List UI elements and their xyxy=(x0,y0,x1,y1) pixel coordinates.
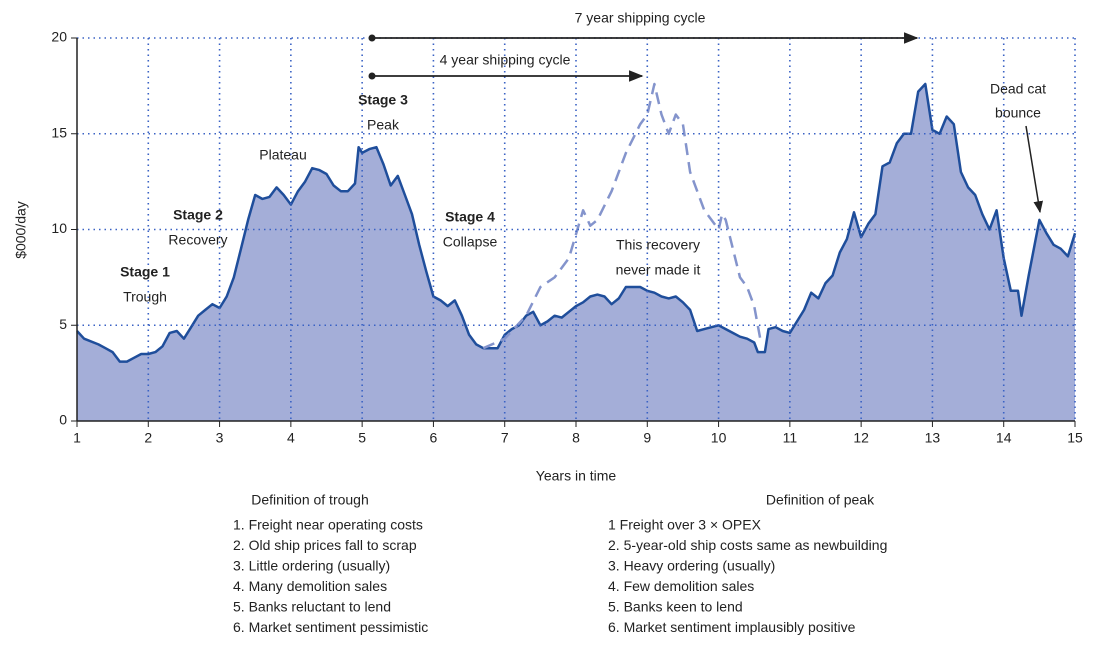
x-tick-label: 6 xyxy=(430,430,438,446)
definition-item: 3. Little ordering (usually) xyxy=(233,558,390,574)
annotation: Recovery xyxy=(168,232,227,248)
arrow-start xyxy=(368,72,376,80)
definition-item: 2. Old ship prices fall to scrap xyxy=(233,537,417,553)
annotation: Peak xyxy=(367,117,400,133)
definition-item: 5. Banks keen to lend xyxy=(608,599,743,615)
annotation: Stage 1 xyxy=(120,264,170,280)
annotation: 7 year shipping cycle xyxy=(575,10,706,26)
x-tick-label: 3 xyxy=(216,430,224,446)
definition-item: 3. Heavy ordering (usually) xyxy=(608,558,775,574)
x-tick-label: 13 xyxy=(925,430,941,446)
area-fill xyxy=(77,84,1075,421)
y-tick-label: 10 xyxy=(51,220,67,236)
arrow xyxy=(1025,125,1044,214)
annotation: Dead cat xyxy=(990,81,1046,97)
x-tick-label: 1 xyxy=(73,430,81,446)
y-tick-label: 5 xyxy=(59,316,67,332)
y-tick-label: 15 xyxy=(51,124,67,140)
x-tick-label: 2 xyxy=(144,430,152,446)
annotation: Stage 3 xyxy=(358,92,408,108)
annotation: bounce xyxy=(995,105,1041,121)
x-tick-label: 12 xyxy=(853,430,869,446)
line xyxy=(76,82,1077,363)
definition-item: 6. Market sentiment implausibly positive xyxy=(608,619,856,635)
arrow-start xyxy=(368,34,376,42)
x-tick-label: 10 xyxy=(711,430,727,446)
x-tick-label: 8 xyxy=(572,430,580,446)
definition-item: 1 Freight over 3 × OPEX xyxy=(608,517,762,533)
definition-item: 1. Freight near operating costs xyxy=(233,517,423,533)
definition-item: 6. Market sentiment pessimistic xyxy=(233,619,428,635)
x-axis-label: Years in time xyxy=(536,468,617,484)
x-tick-label: 11 xyxy=(783,430,798,446)
y-axis-label: $000/day xyxy=(13,201,29,259)
definition-item: 4. Many demolition sales xyxy=(233,578,387,594)
x-tick-label: 4 xyxy=(287,430,295,446)
annotation: Stage 2 xyxy=(173,207,223,223)
annotation: 4 year shipping cycle xyxy=(440,52,571,68)
x-tick-label: 14 xyxy=(996,430,1012,446)
y-tick-label: 0 xyxy=(59,412,67,428)
x-tick-label: 7 xyxy=(501,430,509,446)
annotation: Trough xyxy=(123,289,167,305)
x-tick-label: 5 xyxy=(358,430,366,446)
definition-item: 2. 5-year-old ship costs same as newbuil… xyxy=(608,537,887,553)
definition-title: Definition of peak xyxy=(766,492,875,508)
annotation: Stage 4 xyxy=(445,209,495,225)
annotation: Collapse xyxy=(443,234,498,250)
x-tick-label: 15 xyxy=(1067,430,1083,446)
definition-item: 4. Few demolition sales xyxy=(608,578,754,594)
annotation: Plateau xyxy=(259,147,306,163)
definition-title: Definition of trough xyxy=(251,492,369,508)
y-tick-label: 20 xyxy=(51,29,67,45)
annotation: never made it xyxy=(616,262,701,278)
annotation: This recovery xyxy=(616,237,700,253)
x-tick-label: 9 xyxy=(643,430,651,446)
dashed-line xyxy=(482,82,763,350)
definition-item: 5. Banks reluctant to lend xyxy=(233,599,391,615)
